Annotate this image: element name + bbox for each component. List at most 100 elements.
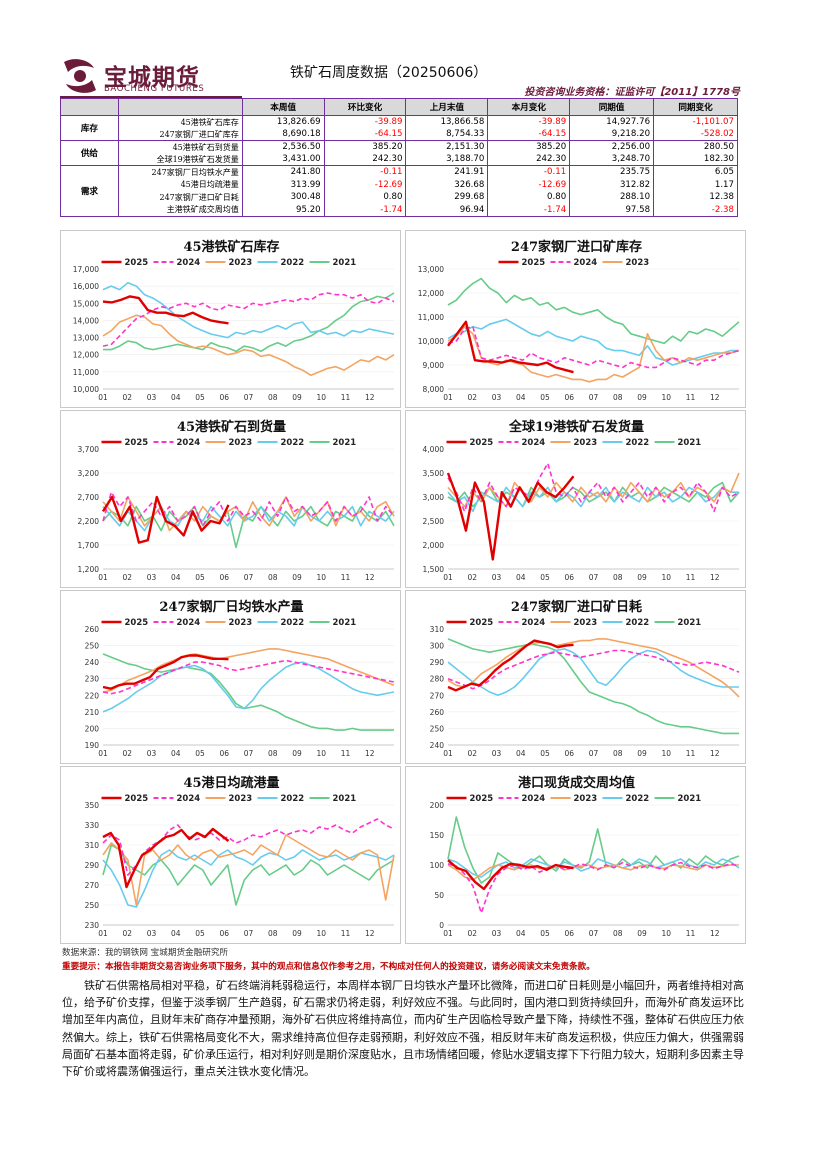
y-tick-label: 300 bbox=[430, 642, 445, 651]
series-line-2022 bbox=[447, 318, 739, 366]
y-tick-label: 3,700 bbox=[78, 445, 100, 454]
x-tick-label: 12 bbox=[710, 749, 720, 758]
table-col-header: 同期值 bbox=[569, 98, 655, 116]
x-tick-label: 08 bbox=[613, 573, 623, 582]
x-tick-label: 02 bbox=[122, 929, 132, 938]
table-cell: 241.80 bbox=[241, 165, 325, 179]
series-line-2024 bbox=[102, 292, 395, 347]
series-line-2025 bbox=[447, 639, 574, 692]
table-cell: -1,101.07 bbox=[653, 115, 738, 129]
x-tick-label: 12 bbox=[710, 393, 720, 402]
y-tick-label: 15,000 bbox=[73, 299, 99, 308]
x-tick-label: 08 bbox=[613, 393, 623, 402]
series-line-2021 bbox=[102, 844, 395, 906]
table-cell: 6.05 bbox=[653, 165, 738, 179]
x-tick-label: 04 bbox=[171, 393, 181, 402]
x-tick-label: 09 bbox=[292, 749, 302, 758]
x-tick-label: 04 bbox=[516, 393, 526, 402]
y-tick-label: 240 bbox=[85, 658, 100, 667]
series-line-2024 bbox=[102, 818, 395, 876]
x-tick-label: 04 bbox=[171, 929, 181, 938]
legend-label: 2021 bbox=[678, 794, 702, 804]
y-tick-label: 3,000 bbox=[423, 493, 445, 502]
y-tick-label: 10,000 bbox=[418, 337, 444, 346]
x-tick-label: 06 bbox=[564, 929, 574, 938]
table-cell: 96.94 bbox=[405, 203, 489, 217]
table-row: 45港日均疏港量 313.99 -12.69 326.68 -12.69 312.82 1.… bbox=[61, 178, 738, 192]
y-tick-label: 12,000 bbox=[73, 351, 99, 360]
x-tick-label: 04 bbox=[516, 749, 526, 758]
table-cell: 0.80 bbox=[487, 191, 571, 204]
y-tick-label: 230 bbox=[85, 675, 100, 684]
chart-45-port-inventory: 45港铁矿石库存 2025 2024 2023 2022 2021 10,000 11,000… bbox=[60, 230, 401, 408]
series-line-2025 bbox=[102, 654, 229, 690]
y-tick-label: 150 bbox=[430, 831, 445, 840]
x-tick-label: 04 bbox=[171, 749, 181, 758]
legend-label: 2024 bbox=[522, 438, 546, 448]
legend-label: 2025 bbox=[125, 618, 149, 628]
x-tick-label: 05 bbox=[195, 573, 205, 582]
table-row: 库存 45港铁矿石库存 13,826.69 -39.89 13,866.58 -39.89… bbox=[60, 114, 738, 142]
legend-label: 2023 bbox=[574, 438, 598, 448]
table-cell: 13,866.58 bbox=[405, 115, 489, 129]
legend-label: 2024 bbox=[574, 258, 598, 268]
series-line-2021 bbox=[102, 653, 394, 731]
x-tick-label: 11 bbox=[686, 573, 696, 582]
table-cell: 8,754.33 bbox=[405, 128, 489, 142]
legend-label: 2025 bbox=[125, 258, 149, 268]
series-line-2025 bbox=[447, 859, 574, 891]
x-tick-label: 06 bbox=[564, 749, 574, 758]
x-tick-label: 12 bbox=[365, 749, 375, 758]
series-line-2021 bbox=[447, 481, 740, 508]
legend-label: 2022 bbox=[281, 794, 305, 804]
y-tick-label: 3,200 bbox=[78, 469, 100, 478]
logo-emblem-icon bbox=[64, 59, 96, 93]
table-cell: 313.99 bbox=[241, 178, 325, 192]
chart-title: 247家钢厂日均铁水产量 bbox=[159, 599, 303, 615]
y-tick-label: 11,000 bbox=[73, 368, 99, 377]
series-line-2024 bbox=[102, 491, 395, 527]
y-tick-label: 2,000 bbox=[423, 541, 445, 550]
y-tick-label: 250 bbox=[85, 642, 100, 651]
y-tick-label: 260 bbox=[430, 708, 445, 717]
x-tick-label: 07 bbox=[589, 573, 599, 582]
table-cell: -2.38 bbox=[653, 203, 738, 217]
legend-label: 2023 bbox=[229, 438, 253, 448]
x-tick-label: 12 bbox=[710, 929, 720, 938]
y-tick-label: 220 bbox=[85, 691, 100, 700]
x-tick-label: 10 bbox=[661, 393, 671, 402]
chart-title: 港口现货成交周均值 bbox=[518, 775, 635, 791]
y-tick-label: 290 bbox=[85, 861, 100, 870]
chart-title: 全球19港铁矿石发货量 bbox=[508, 419, 644, 435]
table-indicator: 247家钢厂日均铁水产量 bbox=[117, 165, 243, 179]
table-cell: 3,188.70 bbox=[405, 153, 489, 167]
y-tick-label: 8,000 bbox=[423, 385, 445, 394]
table-cell: 97.58 bbox=[569, 203, 655, 217]
table-row: 主港铁矿成交周均值 95.20 -1.74 96.94 -1.74 97.58 -2.38 bbox=[61, 203, 738, 217]
table-row: 需求 247家钢厂日均铁水产量 241.80 -0.11 241.91 -0.11 235.… bbox=[60, 165, 738, 217]
table-cell: 280.50 bbox=[653, 140, 738, 154]
table-body: 库存 45港铁矿石库存 13,826.69 -39.89 13,866.58 -39.89… bbox=[60, 114, 738, 217]
chart-spot-turnover: 港口现货成交周均值 2025 2024 2023 2022 2021 0 50 100 150 20… bbox=[405, 766, 746, 944]
x-tick-label: 03 bbox=[492, 393, 502, 402]
legend-label: 2022 bbox=[626, 618, 650, 628]
y-tick-label: 14,000 bbox=[73, 316, 99, 325]
y-tick-label: 2,500 bbox=[423, 517, 445, 526]
series-line-2025 bbox=[446, 472, 575, 561]
y-tick-label: 2,200 bbox=[78, 517, 100, 526]
x-tick-label: 09 bbox=[292, 929, 302, 938]
legend-label: 2021 bbox=[333, 438, 357, 448]
x-tick-label: 06 bbox=[219, 749, 229, 758]
x-tick-label: 12 bbox=[365, 929, 375, 938]
legend-label: 2024 bbox=[522, 618, 546, 628]
x-tick-label: 02 bbox=[467, 929, 477, 938]
y-tick-label: 260 bbox=[85, 625, 100, 634]
legend-label: 2021 bbox=[333, 258, 357, 268]
table-cell: 0.80 bbox=[323, 191, 407, 204]
x-tick-label: 10 bbox=[316, 749, 326, 758]
y-tick-label: 11,000 bbox=[418, 313, 444, 322]
x-tick-label: 02 bbox=[122, 393, 132, 402]
table-col-header: 同期变化 bbox=[653, 98, 738, 116]
series-line-2025 bbox=[447, 320, 574, 374]
table-col-header: 环比变化 bbox=[323, 98, 407, 116]
